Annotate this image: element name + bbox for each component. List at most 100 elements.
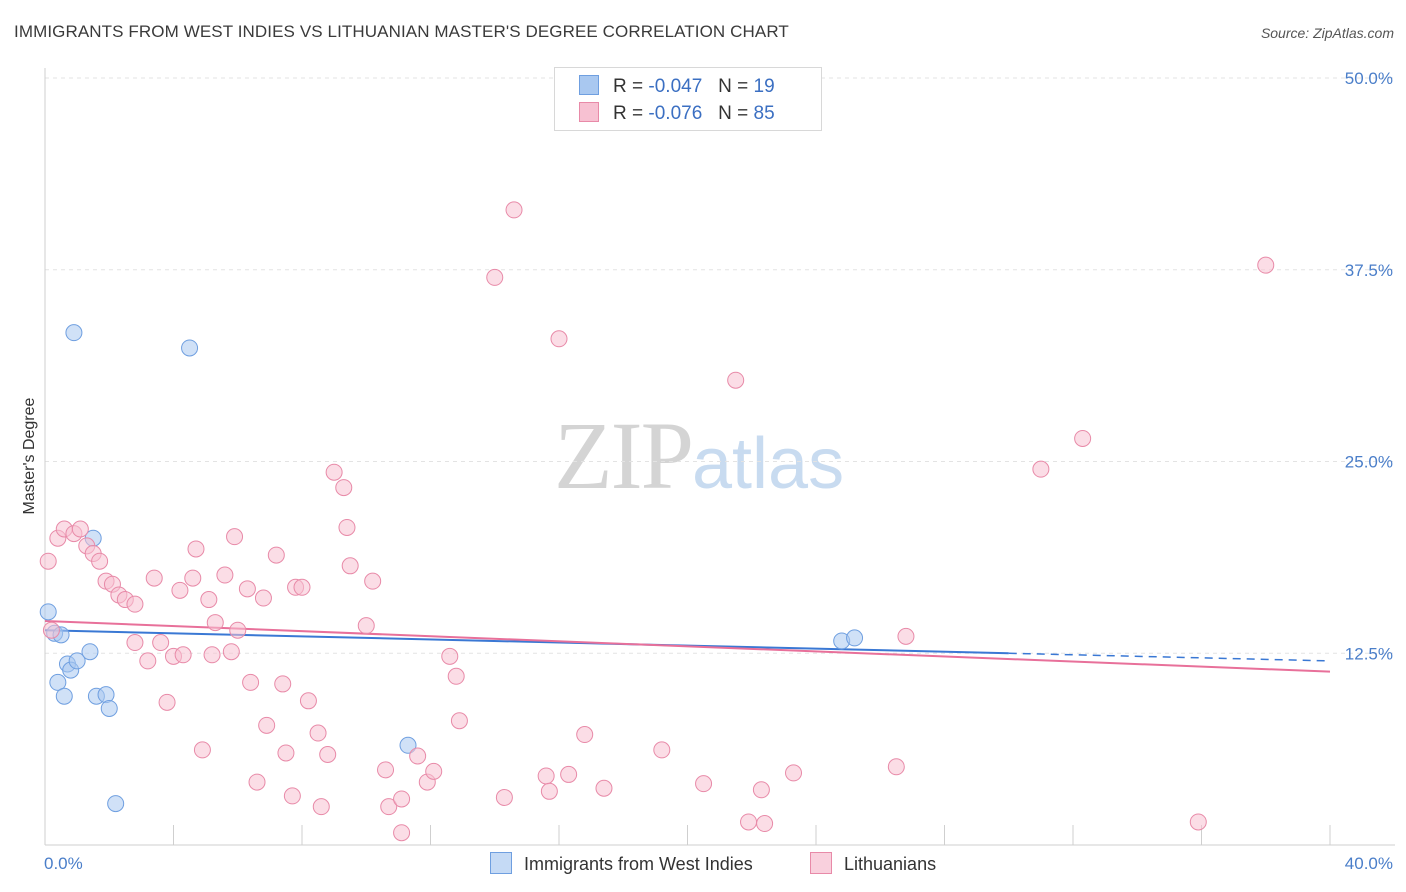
legend-swatch-pink [579,102,599,122]
lithuanians-point [91,552,109,570]
lithuanians-point [393,824,411,842]
west-indies-point [55,687,73,705]
lithuanians-point [171,581,189,599]
bottom-legend-lithuanians: Lithuanians [810,852,936,875]
lithuanians-point [229,621,247,639]
lithuanians-point [238,580,256,598]
tick-labels: 12.5% 25.0% 37.5% 50.0% 0.0% 40.0% [44,69,1393,873]
lithuanians-point [152,634,170,652]
west-indies-point [65,324,83,342]
lithuanians-point [1032,460,1050,478]
lithuanians-point [274,675,292,693]
west-indies-point [81,643,99,661]
lithuanians-point [537,767,555,785]
lithuanians-point [653,741,671,759]
west-indies-point [846,629,864,647]
lithuanians-point [740,813,758,831]
lithuanians-point [277,744,295,762]
lithuanians-point [447,667,465,685]
lithuanians-point [283,787,301,805]
lithuanians-point [200,591,218,609]
lithuanians-point [380,798,398,816]
axes [44,68,1395,846]
lithuanians-point [393,790,411,808]
west-indies-point [181,339,199,357]
legend-n-label: N = [718,76,749,97]
legend-r-label: R = [613,103,644,124]
legend-r-label: R = [613,76,644,97]
lithuanians-point [364,572,382,590]
west-indies-point [39,603,57,621]
lithuanians-point [495,788,513,806]
lithuanians-point [299,692,317,710]
west-indies-point [49,673,67,691]
y-tick-label: 12.5% [1345,644,1393,663]
lithuanians-point [441,647,459,665]
legend-swatch-pink [810,852,832,874]
lithuanians-point [222,643,240,661]
lithuanians-point [695,775,713,793]
data-points [39,201,1275,842]
lithuanians-point [341,557,359,575]
y-tick-label: 50.0% [1345,69,1393,88]
west-indies-point [399,736,417,754]
lithuanians-point [242,673,260,691]
west-indies-point [100,699,118,717]
y-axis-title: Master's Degree [21,397,38,514]
legend-n-value: 85 [753,103,775,124]
lithuanians-point [756,815,774,833]
legend-n-label: N = [718,103,749,124]
lithuanians-point [174,646,192,664]
lithuanians-point [71,520,89,538]
lithuanians-point [887,758,905,776]
source-label: Source: ZipAtlas.com [1260,25,1394,41]
chart-title: IMMIGRANTS FROM WEST INDIES VS LITHUANIA… [14,22,789,41]
trend-lines [44,620,1331,673]
lithuanians-point [897,627,915,645]
lithuanians-point [145,569,163,587]
lithuanians-point [338,518,356,536]
lithuanians-point [486,268,504,286]
west-indies-point [107,795,125,813]
x-tick-label: 0.0% [44,854,83,873]
lithuanians-point [293,578,311,596]
bottom-legend-west-indies: Immigrants from West Indies [490,852,753,875]
lithuanians-point [576,726,594,744]
lithuanians-point [505,201,523,219]
lithuanians-point [409,747,427,765]
lithuanians-point [193,741,211,759]
y-tick-label: 25.0% [1345,453,1393,472]
legend-label: Immigrants from West Indies [524,854,753,874]
lithuanians-point [248,773,266,791]
west-indies-point [97,686,115,704]
lithuanians-point [425,762,443,780]
west-indies-trend-line [44,629,1009,655]
grid-lines [45,77,1395,654]
legend-row-west-indies: R = -0.047 N = 19 [579,75,775,101]
watermark-zip: ZIP [554,402,694,509]
lithuanians-point [550,330,568,348]
legend-swatch-blue [579,75,599,95]
lithuanians-point [785,764,803,782]
lithuanians-point [319,745,337,763]
lithuanians-point [126,595,144,613]
lithuanians-point [1189,813,1207,831]
lithuanians-point [595,779,613,797]
lithuanians-point [560,765,578,783]
lithuanians-point [216,566,234,584]
lithuanians-trend-line [44,620,1331,673]
legend-row-lithuanians: R = -0.076 N = 85 [579,102,775,128]
lithuanians-point [325,463,343,481]
x-tick-label: 40.0% [1345,854,1393,873]
lithuanians-point [203,646,221,664]
watermark: ZIPatlas [554,400,844,511]
lithuanians-point [1074,429,1092,447]
lithuanians-point [309,724,327,742]
lithuanians-point [226,528,244,546]
lithuanians-point [126,634,144,652]
lithuanians-point [450,712,468,730]
legend-r-value: -0.047 [648,76,703,97]
watermark-atlas: atlas [692,424,845,504]
lithuanians-point [727,371,745,389]
